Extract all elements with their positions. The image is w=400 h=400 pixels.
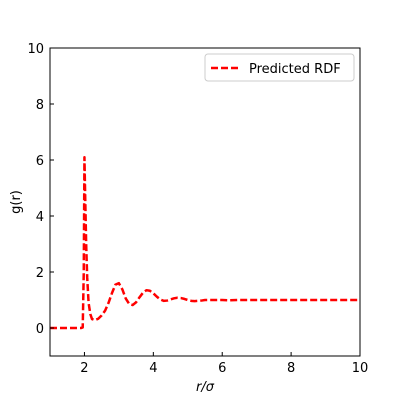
x-tick-label: 4 [149, 361, 157, 376]
plot-frame [49, 47, 361, 357]
y-tick-label: 0 [36, 322, 44, 337]
x-tick-label: 6 [218, 361, 226, 376]
y-tick-label: 10 [27, 42, 44, 57]
y-tick-label: 2 [36, 266, 44, 281]
y-axis-label: g(r) [9, 190, 24, 214]
plot-marks [50, 155, 360, 330]
x-tick-label: 2 [80, 361, 88, 376]
y-tick-label: 6 [36, 154, 44, 169]
series-line-0 [50, 155, 360, 330]
y-tick-label: 4 [36, 210, 44, 225]
legend-label: Predicted RDF [249, 62, 341, 77]
axis-ticks: 2 4 6 8 10 0 2 4 6 8 10 [27, 42, 368, 376]
y-tick-label: 8 [36, 98, 44, 113]
x-tick-label: 10 [352, 361, 369, 376]
x-axis-label: r/σ [196, 380, 215, 395]
x-tick-label: 8 [287, 361, 295, 376]
legend-box [204, 53, 355, 82]
legend: Predicted RDF [204, 53, 355, 82]
